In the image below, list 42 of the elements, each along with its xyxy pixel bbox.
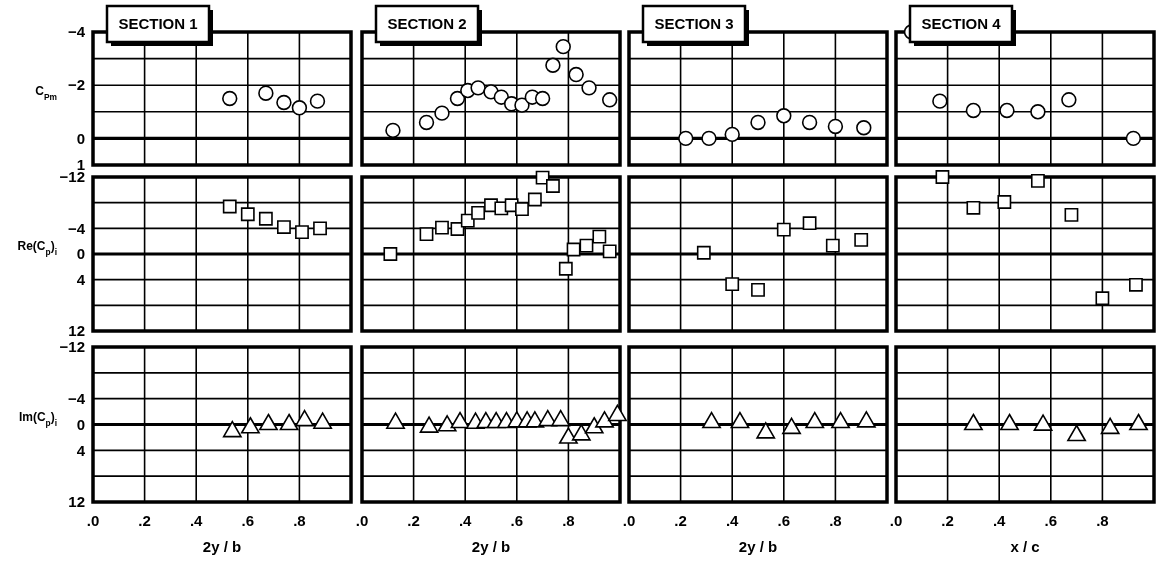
x-tick-label: .0 — [889, 512, 903, 529]
x-tick-label: .2 — [138, 512, 151, 529]
x-tick-label: .6 — [777, 512, 791, 529]
x-tick-label: .8 — [829, 512, 842, 529]
x-tick-label: .6 — [241, 512, 255, 529]
y-tick-label: 4 — [76, 270, 86, 288]
x-axis-title: 2y / b — [202, 538, 242, 555]
y-tick-label: −4 — [67, 219, 86, 237]
x-tick-label: .2 — [941, 512, 954, 529]
x-tick-label: .0 — [355, 512, 369, 529]
x-tick-label: .4 — [725, 512, 740, 529]
y-tick-label: 12 — [68, 493, 85, 511]
x-tick-label: .2 — [407, 512, 420, 529]
y-tick-label: −4 — [67, 389, 86, 407]
y-tick-label: −4 — [67, 23, 86, 41]
x-axis-title: x / c — [1010, 538, 1040, 555]
x-tick-label: .6 — [1044, 512, 1058, 529]
x-tick-label: .8 — [562, 512, 575, 529]
x-axis-title: 2y / b — [738, 538, 778, 555]
x-tick-label: .4 — [992, 512, 1007, 529]
y-tick-label: −12 — [59, 338, 85, 356]
y-tick-label: −2 — [67, 76, 85, 94]
x-tick-label: .0 — [86, 512, 100, 529]
y-axis-title: Re(C$_{p}$)$_{i}$ — [17, 239, 57, 257]
x-axis-title: 2y / b — [471, 538, 511, 555]
x-tick-label: .8 — [1096, 512, 1109, 529]
y-tick-label: 12 — [68, 322, 85, 340]
x-tick-label: .0 — [622, 512, 636, 529]
y-tick-label: 0 — [76, 415, 85, 433]
x-tick-label: .4 — [189, 512, 204, 529]
y-tick-label: 0 — [76, 129, 85, 147]
x-tick-label: .2 — [674, 512, 687, 529]
chart-title: SECTION 1 — [118, 15, 198, 32]
x-tick-label: .4 — [458, 512, 473, 529]
y-axis-title: Im(C$_{p}$)$_{i}$ — [18, 409, 57, 428]
chart-title: SECTION 3 — [654, 15, 734, 32]
x-tick-label: .6 — [510, 512, 524, 529]
chart-title: SECTION 4 — [921, 15, 1002, 32]
chart-title: SECTION 2 — [387, 15, 467, 32]
x-tick-label: .8 — [293, 512, 306, 529]
y-tick-label: 0 — [76, 245, 85, 263]
y-tick-label: 4 — [76, 441, 86, 459]
